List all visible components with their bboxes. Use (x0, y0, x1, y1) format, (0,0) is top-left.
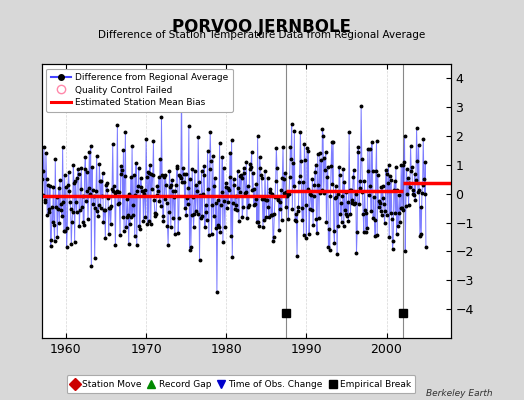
Text: Berkeley Earth: Berkeley Earth (426, 389, 493, 398)
Text: Difference of Station Temperature Data from Regional Average: Difference of Station Temperature Data f… (99, 30, 425, 40)
Text: PORVOO JERNBOLE: PORVOO JERNBOLE (172, 18, 352, 36)
Legend: Difference from Regional Average, Quality Control Failed, Estimated Station Mean: Difference from Regional Average, Qualit… (47, 68, 233, 112)
Legend: Station Move, Record Gap, Time of Obs. Change, Empirical Break: Station Move, Record Gap, Time of Obs. C… (67, 376, 416, 394)
